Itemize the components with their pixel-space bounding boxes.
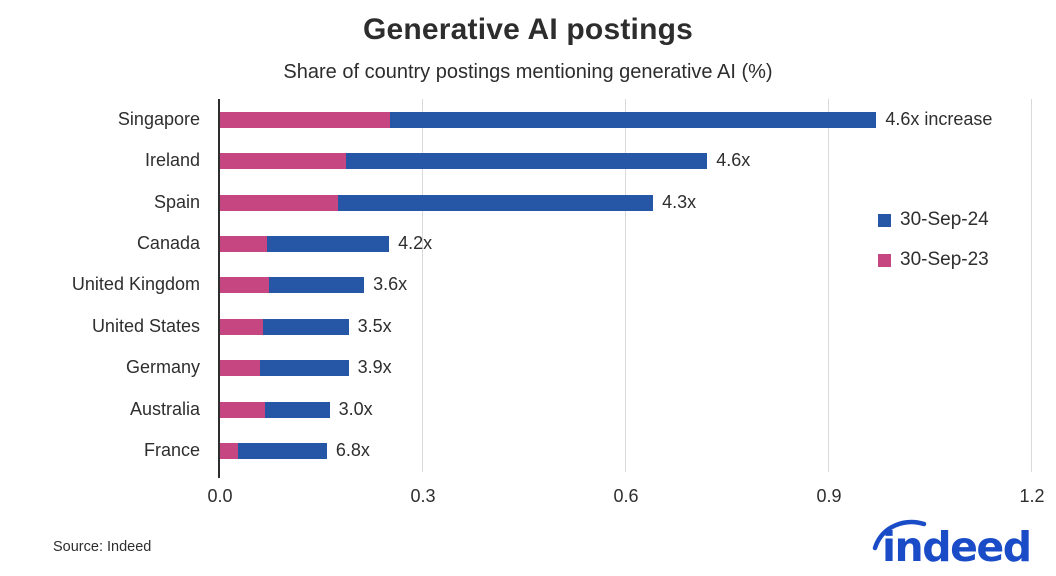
bar-row-ireland: Ireland 4.6x (145, 140, 1032, 181)
bar-30-sep-23 (220, 360, 260, 377)
gridline-x-0.9 (828, 99, 829, 472)
bar-value-label: 4.3x (662, 191, 697, 212)
category-label: Ireland (144, 150, 200, 171)
bar-value-label: 3.9x (357, 357, 392, 378)
category-label: Australia (129, 398, 200, 419)
legend: 30-Sep-24 30-Sep-23 (878, 209, 989, 290)
legend-item-sep24: 30-Sep-24 (878, 209, 989, 230)
bar-30-sep-23 (220, 318, 264, 335)
bar-30-sep-23 (220, 401, 265, 418)
bar-row-france: France 6.8x (144, 431, 1032, 472)
category-label: Singapore (117, 108, 200, 129)
legend-label-sep24: 30-Sep-24 (900, 209, 989, 230)
bar-value-label: 4.2x (398, 233, 433, 254)
plot-area: Singapore 4.6x increase Ireland 4.6x Spain 4.… (72, 99, 1045, 506)
logo-swoosh-icon (872, 519, 927, 551)
gridline-x-0.3 (422, 99, 423, 472)
chart-subtitle: Share of country postings mentioning gen… (283, 61, 773, 83)
x-tick-label-0.0: 0.0 (207, 486, 233, 506)
chart-title: Generative AI postings (362, 13, 694, 46)
bar-30-sep-23 (220, 111, 390, 128)
logo-wordmark: indeed (882, 523, 1031, 567)
bar-value-label: 3.0x (338, 398, 373, 419)
category-label: United States (91, 315, 200, 336)
source-note: Source: Indeed (53, 539, 152, 555)
bar-value-label: 3.6x (373, 274, 408, 295)
x-tick-label-1.2: 1.2 (1019, 486, 1045, 506)
category-label: France (143, 440, 200, 461)
indeed-logo-svg: indeed (872, 519, 1032, 571)
bar-value-label: 6.8x (335, 440, 370, 461)
bar-value-label: 4.6x (716, 150, 751, 171)
bar-row-australia: Australia 3.0x (130, 389, 1032, 430)
bar-row-spain: Spain 4.3x (154, 182, 1032, 223)
bar-row-united-kingdom: United Kingdom 3.6x (72, 265, 1032, 306)
legend-swatch-sep23 (878, 253, 891, 267)
bar-value-label: 4.6x increase (885, 108, 993, 129)
legend-swatch-sep24 (878, 213, 891, 227)
category-label: Germany (125, 357, 200, 378)
legend-label-sep23: 30-Sep-23 (900, 249, 989, 270)
bar-row-germany: Germany 3.9x (126, 348, 1032, 389)
bar-row-united-states: United States 3.5x (92, 306, 1032, 347)
gridline-x-0.6 (625, 99, 626, 472)
bar-row-canada: Canada 4.2x (137, 223, 1032, 264)
x-tick-label-0.3: 0.3 (410, 486, 436, 506)
category-label: Spain (153, 191, 200, 212)
indeed-logo: indeed (870, 513, 1042, 572)
y-axis-tick (218, 472, 220, 478)
category-label: Canada (136, 233, 200, 254)
bar-30-sep-23 (220, 443, 239, 460)
bar-30-sep-23 (220, 236, 267, 253)
bar-30-sep-23 (220, 194, 339, 211)
bar-30-sep-23 (220, 277, 269, 294)
x-tick-label-0.6: 0.6 (613, 486, 639, 506)
gridline-x-1.2 (1031, 99, 1032, 472)
category-label: United Kingdom (71, 274, 200, 295)
legend-item-sep23: 30-Sep-23 (878, 249, 989, 270)
bar-row-singapore: Singapore 4.6x increase (118, 99, 1032, 140)
bar-30-sep-24 (220, 443, 327, 460)
x-tick-label-0.9: 0.9 (816, 486, 842, 506)
bar-30-sep-23 (220, 153, 346, 170)
bar-value-label: 3.5x (357, 315, 392, 336)
